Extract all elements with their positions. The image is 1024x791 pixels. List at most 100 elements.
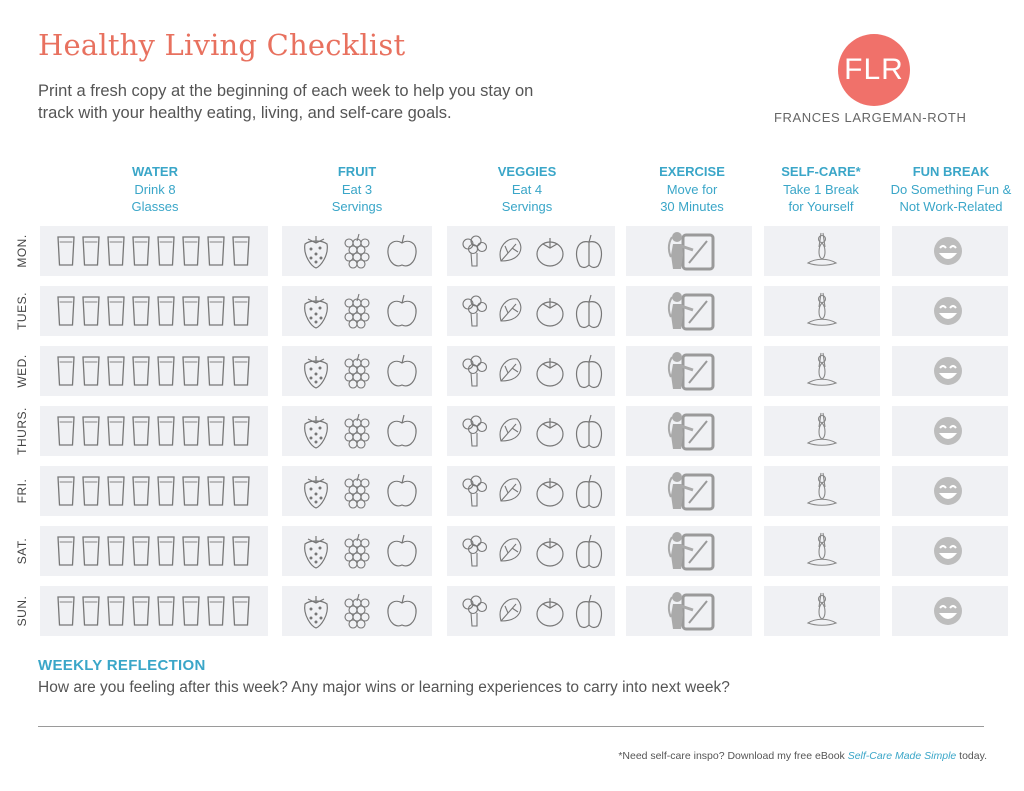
exercise-icon[interactable]	[667, 232, 715, 271]
strawberry-icon[interactable]	[304, 236, 328, 269]
glass-icon[interactable]	[182, 596, 200, 626]
grapes-icon[interactable]	[344, 593, 370, 629]
checklist-cell-exercise[interactable]	[626, 526, 752, 576]
smiley-icon[interactable]	[934, 237, 962, 265]
apple-icon[interactable]	[387, 294, 417, 327]
glass-icon[interactable]	[107, 596, 125, 626]
checklist-cell-fruit[interactable]	[282, 526, 432, 576]
apple-icon[interactable]	[387, 474, 417, 507]
glass-icon[interactable]	[82, 236, 100, 266]
smiley-icon[interactable]	[934, 597, 962, 625]
checklist-cell-fun-break[interactable]	[892, 286, 1008, 336]
checklist-cell-self-care[interactable]	[764, 406, 880, 456]
glass-icon[interactable]	[107, 536, 125, 566]
strawberry-icon[interactable]	[304, 296, 328, 329]
checklist-cell-veggies[interactable]	[447, 346, 615, 396]
glass-icon[interactable]	[157, 536, 175, 566]
lettuce-icon[interactable]	[499, 418, 522, 442]
checklist-cell-water[interactable]	[40, 226, 268, 276]
checklist-cell-self-care[interactable]	[764, 526, 880, 576]
glass-icon[interactable]	[132, 296, 150, 326]
checklist-cell-self-care[interactable]	[764, 286, 880, 336]
checklist-cell-fun-break[interactable]	[892, 526, 1008, 576]
checklist-cell-veggies[interactable]	[447, 406, 615, 456]
checklist-cell-veggies[interactable]	[447, 286, 615, 336]
smiley-icon[interactable]	[934, 477, 962, 505]
broccoli-icon[interactable]	[462, 235, 488, 267]
glass-icon[interactable]	[182, 236, 200, 266]
strawberry-icon[interactable]	[304, 356, 328, 389]
tomato-icon[interactable]	[536, 418, 564, 447]
checklist-cell-veggies[interactable]	[447, 586, 615, 636]
tomato-icon[interactable]	[536, 478, 564, 507]
checklist-cell-self-care[interactable]	[764, 586, 880, 636]
grapes-icon[interactable]	[344, 233, 370, 269]
exercise-icon[interactable]	[667, 292, 715, 331]
pepper-icon[interactable]	[575, 234, 603, 269]
glass-icon[interactable]	[107, 236, 125, 266]
glass-icon[interactable]	[232, 236, 250, 266]
checklist-cell-veggies[interactable]	[447, 526, 615, 576]
glass-icon[interactable]	[207, 296, 225, 326]
broccoli-icon[interactable]	[462, 475, 488, 507]
glass-icon[interactable]	[182, 296, 200, 326]
glass-icon[interactable]	[57, 356, 75, 386]
smiley-icon[interactable]	[934, 537, 962, 565]
pepper-icon[interactable]	[575, 414, 603, 449]
glass-icon[interactable]	[82, 596, 100, 626]
glass-icon[interactable]	[157, 596, 175, 626]
glass-icon[interactable]	[157, 296, 175, 326]
meditation-icon[interactable]	[806, 412, 838, 446]
checklist-cell-self-care[interactable]	[764, 226, 880, 276]
tomato-icon[interactable]	[536, 358, 564, 387]
strawberry-icon[interactable]	[304, 536, 328, 569]
glass-icon[interactable]	[57, 416, 75, 446]
glass-icon[interactable]	[57, 476, 75, 506]
lettuce-icon[interactable]	[499, 358, 522, 382]
checklist-cell-exercise[interactable]	[626, 226, 752, 276]
glass-icon[interactable]	[232, 296, 250, 326]
lettuce-icon[interactable]	[499, 478, 522, 502]
checklist-cell-fruit[interactable]	[282, 286, 432, 336]
exercise-icon[interactable]	[667, 412, 715, 451]
strawberry-icon[interactable]	[304, 476, 328, 509]
glass-icon[interactable]	[57, 596, 75, 626]
glass-icon[interactable]	[82, 416, 100, 446]
glass-icon[interactable]	[107, 416, 125, 446]
glass-icon[interactable]	[107, 296, 125, 326]
ebook-link[interactable]: Self-Care Made Simple	[847, 750, 957, 762]
smiley-icon[interactable]	[934, 297, 962, 325]
meditation-icon[interactable]	[806, 352, 838, 386]
glass-icon[interactable]	[182, 356, 200, 386]
apple-icon[interactable]	[387, 594, 417, 627]
pepper-icon[interactable]	[575, 294, 603, 329]
glass-icon[interactable]	[157, 236, 175, 266]
checklist-cell-exercise[interactable]	[626, 586, 752, 636]
apple-icon[interactable]	[387, 234, 417, 267]
broccoli-icon[interactable]	[462, 535, 488, 567]
checklist-cell-fun-break[interactable]	[892, 226, 1008, 276]
glass-icon[interactable]	[157, 356, 175, 386]
checklist-cell-self-care[interactable]	[764, 346, 880, 396]
checklist-cell-water[interactable]	[40, 346, 268, 396]
glass-icon[interactable]	[132, 476, 150, 506]
glass-icon[interactable]	[207, 356, 225, 386]
reflection-answer-line[interactable]	[38, 726, 984, 727]
checklist-cell-fun-break[interactable]	[892, 466, 1008, 516]
checklist-cell-water[interactable]	[40, 586, 268, 636]
checklist-cell-self-care[interactable]	[764, 466, 880, 516]
meditation-icon[interactable]	[806, 472, 838, 506]
checklist-cell-water[interactable]	[40, 526, 268, 576]
tomato-icon[interactable]	[536, 298, 564, 327]
glass-icon[interactable]	[82, 536, 100, 566]
checklist-cell-exercise[interactable]	[626, 406, 752, 456]
glass-icon[interactable]	[132, 236, 150, 266]
checklist-cell-exercise[interactable]	[626, 466, 752, 516]
checklist-cell-exercise[interactable]	[626, 346, 752, 396]
glass-icon[interactable]	[132, 536, 150, 566]
glass-icon[interactable]	[132, 356, 150, 386]
lettuce-icon[interactable]	[499, 298, 522, 322]
glass-icon[interactable]	[57, 536, 75, 566]
glass-icon[interactable]	[207, 416, 225, 446]
checklist-cell-fruit[interactable]	[282, 346, 432, 396]
